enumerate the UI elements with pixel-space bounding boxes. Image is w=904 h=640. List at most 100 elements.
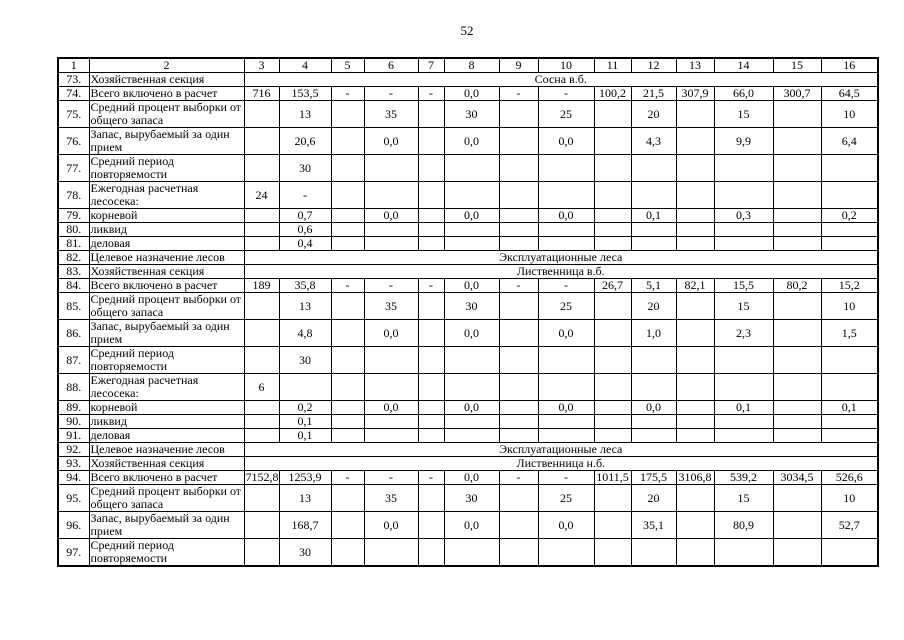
table-header: 1 2 3 4 5 6 7 8 9 10 11 12 13 14 15 16 bbox=[57, 57, 879, 73]
row-label-cell: Ежегодная расчетная лесосека: bbox=[88, 181, 245, 209]
row-label-cell: Целевое назначение лесов bbox=[88, 250, 245, 265]
value-cell bbox=[498, 538, 539, 567]
value-cell bbox=[243, 100, 280, 128]
value-cell bbox=[630, 154, 677, 182]
value-cell: 0,0 bbox=[363, 511, 419, 539]
column-header-cell: 2 bbox=[88, 57, 245, 73]
table-row: 75. Средний процент выборки от общего зап… bbox=[57, 100, 879, 128]
value-cell bbox=[498, 484, 539, 512]
value-cell bbox=[593, 538, 632, 567]
table-row: 96. Запас, вырубаемый за один прием 168,7 0… bbox=[57, 511, 879, 539]
value-cell bbox=[713, 373, 774, 401]
value-cell: 66,0 bbox=[713, 86, 774, 101]
value-cell: 24 bbox=[243, 181, 280, 209]
value-cell bbox=[772, 484, 822, 512]
column-header-cell: 15 bbox=[772, 57, 822, 73]
value-cell: 526,6 bbox=[820, 470, 879, 485]
value-cell: - bbox=[363, 86, 419, 101]
section-span-cell: Эксплуатационные леса bbox=[243, 442, 879, 457]
value-cell bbox=[417, 100, 445, 128]
row-label-cell: Средний процент выборки от общего запаса bbox=[88, 100, 245, 128]
row-label-cell: Ежегодная расчетная лесосека: bbox=[88, 373, 245, 401]
table-row: 92. Целевое назначение лесов Эксплуатацион… bbox=[57, 442, 879, 457]
column-header-cell: 9 bbox=[498, 57, 539, 73]
value-cell bbox=[675, 373, 715, 401]
value-cell: 0,1 bbox=[630, 208, 677, 223]
value-cell bbox=[675, 127, 715, 155]
value-cell: 307,9 bbox=[675, 86, 715, 101]
column-header-cell: 14 bbox=[713, 57, 774, 73]
value-cell: 1,0 bbox=[630, 319, 677, 347]
value-cell: 25 bbox=[537, 484, 595, 512]
row-number-cell: 82. bbox=[57, 250, 90, 265]
value-cell bbox=[363, 236, 419, 251]
value-cell bbox=[630, 538, 677, 567]
value-cell bbox=[772, 208, 822, 223]
value-cell: 3106,8 bbox=[675, 470, 715, 485]
value-cell bbox=[443, 538, 500, 567]
value-cell bbox=[772, 538, 822, 567]
value-cell: - bbox=[498, 86, 539, 101]
value-cell: 0,1 bbox=[713, 400, 774, 415]
value-cell: 30 bbox=[278, 538, 332, 567]
value-cell: 0,0 bbox=[443, 319, 500, 347]
row-number-cell: 86. bbox=[57, 319, 90, 347]
table-row: 76. Запас, вырубаемый за один прием 20,6 0,… bbox=[57, 127, 879, 155]
value-cell: 15 bbox=[713, 292, 774, 320]
value-cell: 30 bbox=[443, 292, 500, 320]
value-cell bbox=[593, 100, 632, 128]
table-row: 74. Всего включено в расчет 716 153,5- - -0,0… bbox=[57, 86, 879, 101]
value-cell bbox=[363, 222, 419, 237]
column-header-cell: 10 bbox=[537, 57, 595, 73]
value-cell: - bbox=[363, 470, 419, 485]
table-row: 78. Ежегодная расчетная лесосека: 24- bbox=[57, 181, 879, 209]
value-cell bbox=[330, 511, 365, 539]
table-row: 95. Средний процент выборки от общего зап… bbox=[57, 484, 879, 512]
value-cell: - bbox=[537, 86, 595, 101]
row-number-cell: 73. bbox=[57, 72, 90, 87]
value-cell bbox=[537, 154, 595, 182]
value-cell bbox=[443, 414, 500, 429]
value-cell: 21,5 bbox=[630, 86, 677, 101]
column-header-cell: 8 bbox=[443, 57, 500, 73]
value-cell: - bbox=[417, 470, 445, 485]
value-cell: 0,0 bbox=[443, 470, 500, 485]
value-cell bbox=[820, 538, 879, 567]
value-cell: 80,2 bbox=[772, 278, 822, 293]
value-cell bbox=[675, 319, 715, 347]
row-label-cell: ликвид bbox=[88, 222, 245, 237]
value-cell bbox=[675, 208, 715, 223]
value-cell bbox=[243, 538, 280, 567]
value-cell bbox=[243, 154, 280, 182]
value-cell: 6 bbox=[243, 373, 280, 401]
table-row: 85. Средний процент выборки от общего зап… bbox=[57, 292, 879, 320]
value-cell bbox=[330, 319, 365, 347]
row-number-cell: 89. bbox=[57, 400, 90, 415]
row-label-cell: Хозяйственная секция bbox=[88, 264, 245, 279]
value-cell: 0,0 bbox=[443, 86, 500, 101]
value-cell bbox=[417, 319, 445, 347]
value-cell bbox=[498, 292, 539, 320]
value-cell bbox=[363, 154, 419, 182]
value-cell: 0,7 bbox=[278, 208, 332, 223]
value-cell bbox=[713, 181, 774, 209]
value-cell: - bbox=[417, 86, 445, 101]
column-header-cell: 6 bbox=[363, 57, 419, 73]
value-cell: 189 bbox=[243, 278, 280, 293]
value-cell: 0,0 bbox=[537, 400, 595, 415]
row-number-cell: 92. bbox=[57, 442, 90, 457]
value-cell bbox=[330, 127, 365, 155]
value-cell bbox=[675, 346, 715, 374]
value-cell bbox=[675, 236, 715, 251]
value-cell bbox=[630, 428, 677, 443]
value-cell bbox=[675, 100, 715, 128]
value-cell bbox=[330, 222, 365, 237]
value-cell bbox=[593, 319, 632, 347]
value-cell bbox=[593, 346, 632, 374]
value-cell bbox=[593, 181, 632, 209]
value-cell bbox=[713, 154, 774, 182]
value-cell bbox=[498, 154, 539, 182]
value-cell bbox=[593, 127, 632, 155]
value-cell: 82,1 bbox=[675, 278, 715, 293]
